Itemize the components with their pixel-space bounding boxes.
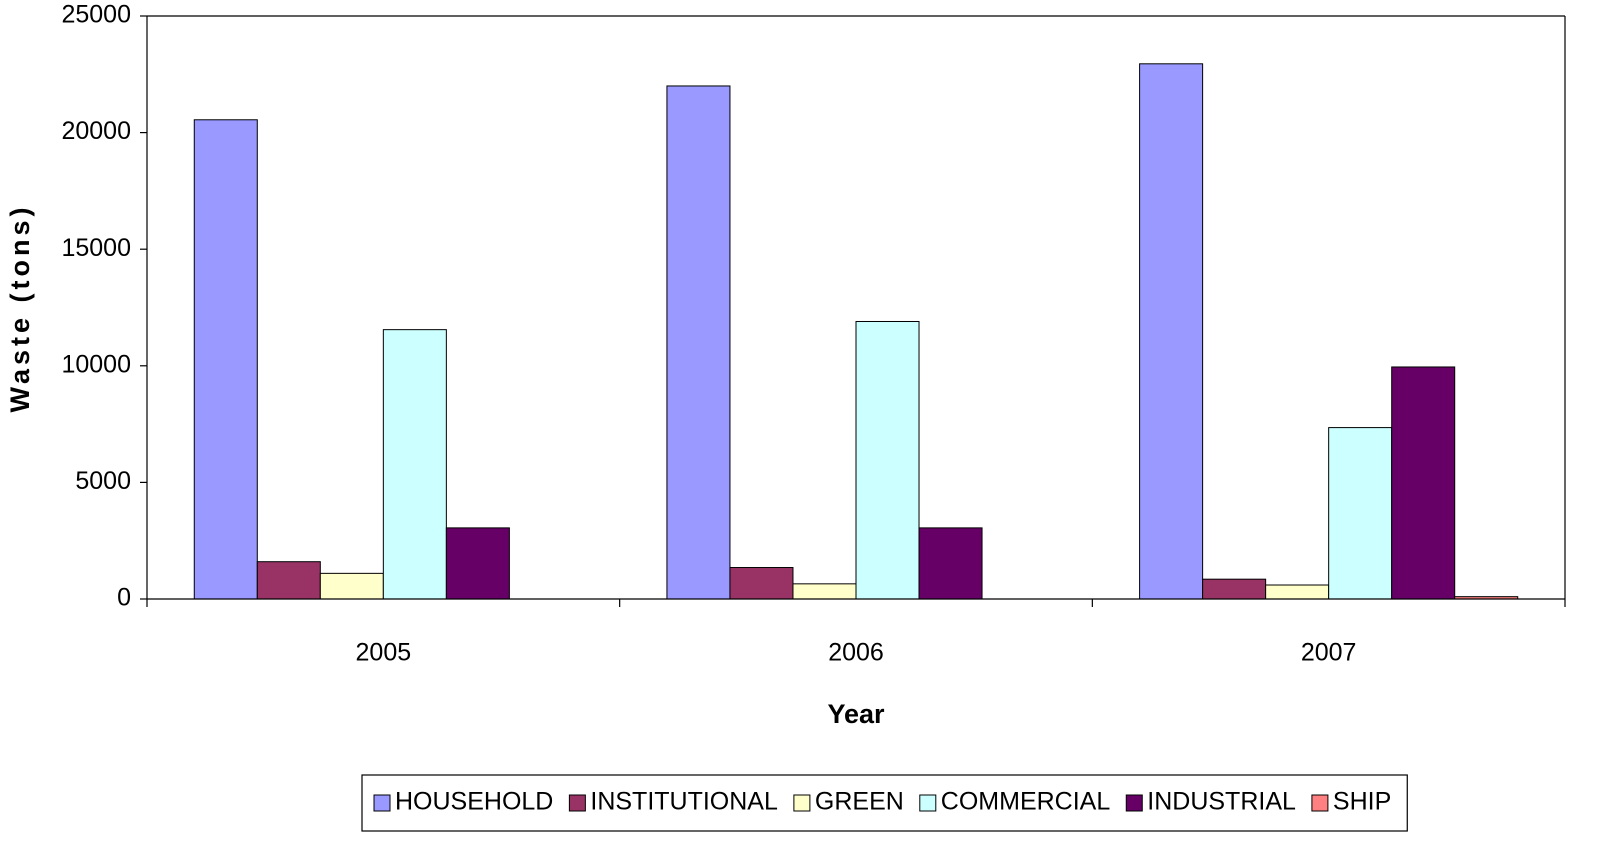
x-tick-label: 2006 xyxy=(828,639,884,667)
x-tick-label: 2007 xyxy=(1301,639,1357,667)
legend-label: INDUSTRIAL xyxy=(1147,788,1296,816)
legend-label: SHIP xyxy=(1333,788,1391,816)
legend-swatch xyxy=(793,794,811,812)
bar xyxy=(729,567,794,600)
bar xyxy=(855,320,920,600)
bar xyxy=(1328,427,1393,600)
bar xyxy=(666,85,731,600)
bar xyxy=(319,572,384,600)
y-tick-label: 10000 xyxy=(61,350,131,378)
x-tick-label: 2005 xyxy=(356,639,412,667)
bar xyxy=(382,329,447,600)
bar xyxy=(1139,63,1204,600)
legend-swatch xyxy=(1125,794,1143,812)
bar xyxy=(1202,578,1267,600)
bar xyxy=(792,583,857,600)
legend-swatch xyxy=(373,794,391,812)
bar xyxy=(445,527,510,600)
legend-swatch xyxy=(568,794,586,812)
legend-label: COMMERCIAL xyxy=(941,788,1111,816)
bar xyxy=(256,561,321,600)
bar xyxy=(918,527,983,600)
x-axis-title: Year xyxy=(827,699,885,729)
bar xyxy=(193,119,258,600)
legend-label: HOUSEHOLD xyxy=(395,788,553,816)
y-tick-label: 25000 xyxy=(61,1,131,29)
y-tick-label: 20000 xyxy=(61,117,131,145)
y-axis-title: Waste (tons) xyxy=(5,204,35,413)
legend: HOUSEHOLD INSTITUTIONAL GREEN COMMERCIAL IND… xyxy=(361,774,1408,832)
bar xyxy=(1391,366,1456,600)
legend-swatch xyxy=(1311,794,1329,812)
bar xyxy=(1265,584,1330,600)
legend-box xyxy=(361,774,1408,832)
legend-swatch xyxy=(919,794,937,812)
y-tick-label: 0 xyxy=(117,584,131,612)
y-tick-label: 15000 xyxy=(61,234,131,262)
y-tick-label: 5000 xyxy=(75,467,131,495)
legend-label: INSTITUTIONAL xyxy=(590,788,778,816)
legend-label: GREEN xyxy=(815,788,904,816)
